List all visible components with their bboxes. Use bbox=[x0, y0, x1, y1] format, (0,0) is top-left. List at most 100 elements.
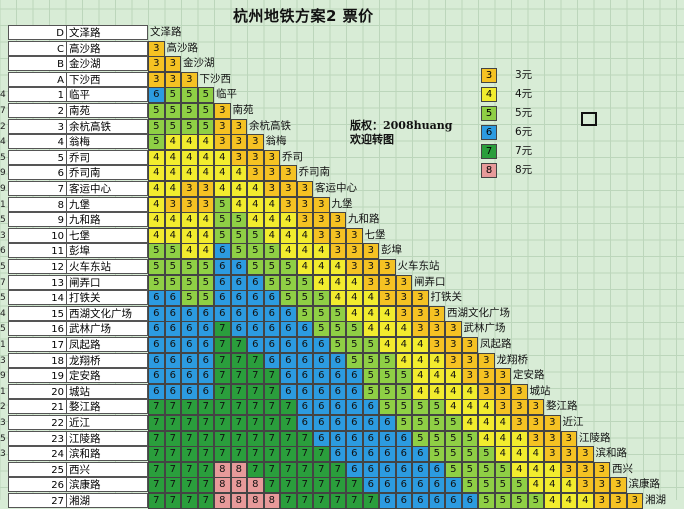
fare-cell[interactable]: 4 bbox=[478, 430, 495, 447]
fare-cell[interactable]: 8 bbox=[230, 493, 247, 509]
fare-cell[interactable]: 3 bbox=[527, 399, 544, 416]
fare-cell[interactable]: 5 bbox=[494, 493, 511, 509]
station-name-cell[interactable]: 彭埠 bbox=[66, 243, 148, 259]
fare-cell[interactable]: 4 bbox=[544, 477, 561, 494]
fare-cell[interactable]: 5 bbox=[263, 243, 280, 260]
fare-cell[interactable]: 7 bbox=[214, 446, 231, 463]
fare-cell[interactable]: 7 bbox=[164, 430, 181, 447]
fare-cell[interactable]: 5 bbox=[461, 446, 478, 463]
fare-cell[interactable]: 6 bbox=[164, 305, 181, 322]
station-id-cell[interactable]: 15 bbox=[8, 305, 66, 321]
fare-cell[interactable]: 7 bbox=[148, 461, 165, 478]
station-id-cell[interactable]: 14 bbox=[8, 290, 66, 306]
fare-cell[interactable]: 4 bbox=[197, 149, 214, 166]
fare-cell[interactable]: 3 bbox=[560, 446, 577, 463]
fare-cell[interactable]: 4 bbox=[280, 227, 297, 244]
fare-cell[interactable]: 4 bbox=[445, 368, 462, 385]
fare-cell[interactable]: 4 bbox=[280, 243, 297, 260]
station-id-cell[interactable]: 26 bbox=[8, 477, 66, 493]
fare-cell[interactable]: 6 bbox=[148, 368, 165, 385]
fare-cell[interactable]: 6 bbox=[329, 430, 346, 447]
fare-cell[interactable]: 6 bbox=[263, 337, 280, 353]
fare-cell[interactable]: 6 bbox=[445, 477, 462, 494]
fare-cell[interactable]: 5 bbox=[478, 461, 495, 478]
station-id-cell[interactable]: 8 bbox=[8, 196, 66, 212]
fare-cell[interactable]: 6 bbox=[395, 493, 412, 509]
fare-cell[interactable]: 5 bbox=[263, 259, 280, 275]
fare-cell[interactable]: 4 bbox=[280, 212, 297, 229]
fare-cell[interactable]: 4 bbox=[313, 274, 330, 291]
fare-cell[interactable]: 6 bbox=[346, 368, 363, 385]
fare-cell[interactable]: 4 bbox=[164, 212, 181, 229]
fare-cell[interactable]: 7 bbox=[313, 461, 330, 478]
fare-cell[interactable]: 3 bbox=[164, 56, 181, 73]
fare-cell[interactable]: 7 bbox=[230, 430, 247, 447]
station-name-cell[interactable]: 西兴 bbox=[66, 461, 148, 477]
fare-cell[interactable]: 3 bbox=[379, 274, 396, 291]
fare-cell[interactable]: 6 bbox=[346, 399, 363, 416]
fare-cell[interactable]: 5 bbox=[214, 212, 231, 229]
fare-cell[interactable]: 7 bbox=[362, 493, 379, 509]
fare-cell[interactable]: 6 bbox=[263, 352, 280, 369]
fare-cell[interactable]: 4 bbox=[445, 383, 462, 400]
fare-cell[interactable]: 3 bbox=[494, 368, 511, 385]
fare-cell[interactable]: 4 bbox=[428, 383, 445, 400]
fare-cell[interactable]: 3 bbox=[214, 103, 231, 119]
fare-cell[interactable]: 6 bbox=[362, 446, 379, 463]
station-name-cell[interactable]: 文泽路 bbox=[66, 25, 148, 40]
fare-cell[interactable]: 7 bbox=[280, 446, 297, 463]
fare-cell[interactable]: 7 bbox=[214, 321, 231, 338]
fare-cell[interactable]: 6 bbox=[296, 368, 313, 385]
fare-cell[interactable]: 7 bbox=[296, 493, 313, 509]
fare-cell[interactable]: 6 bbox=[379, 477, 396, 494]
fare-cell[interactable]: 7 bbox=[164, 415, 181, 431]
fare-cell[interactable]: 6 bbox=[164, 383, 181, 400]
fare-cell[interactable]: 5 bbox=[395, 415, 412, 431]
fare-cell[interactable]: 3 bbox=[197, 181, 214, 197]
fare-cell[interactable]: 4 bbox=[379, 337, 396, 353]
station-name-cell[interactable]: 婺江路 bbox=[66, 399, 148, 415]
fare-cell[interactable]: 5 bbox=[181, 87, 198, 104]
fare-cell[interactable]: 3 bbox=[577, 477, 594, 494]
fare-cell[interactable]: 6 bbox=[428, 477, 445, 494]
fare-cell[interactable]: 6 bbox=[313, 337, 330, 353]
fare-cell[interactable]: 3 bbox=[148, 56, 165, 73]
fare-cell[interactable]: 4 bbox=[181, 149, 198, 166]
fare-cell[interactable]: 7 bbox=[313, 493, 330, 509]
fare-cell[interactable]: 7 bbox=[329, 493, 346, 509]
station-name-cell[interactable]: 九堡 bbox=[66, 196, 148, 212]
fare-cell[interactable]: 5 bbox=[362, 352, 379, 369]
fare-cell[interactable]: 3 bbox=[148, 40, 165, 57]
fare-cell[interactable]: 6 bbox=[412, 446, 429, 463]
fare-cell[interactable]: 6 bbox=[395, 430, 412, 447]
fare-cell[interactable]: 6 bbox=[164, 337, 181, 353]
fare-cell[interactable]: 3 bbox=[313, 212, 330, 229]
fare-cell[interactable]: 7 bbox=[164, 446, 181, 463]
fare-cell[interactable]: 5 bbox=[181, 259, 198, 275]
fare-cell[interactable]: 4 bbox=[263, 196, 280, 213]
fare-cell[interactable]: 5 bbox=[395, 399, 412, 416]
fare-cell[interactable]: 5 bbox=[280, 274, 297, 291]
fare-cell[interactable]: 7 bbox=[247, 415, 264, 431]
fare-cell[interactable]: 3 bbox=[544, 446, 561, 463]
fare-cell[interactable]: 7 bbox=[181, 446, 198, 463]
fare-cell[interactable]: 4 bbox=[511, 430, 528, 447]
station-id-cell[interactable]: 13 bbox=[8, 274, 66, 290]
fare-cell[interactable]: 5 bbox=[313, 290, 330, 307]
fare-cell[interactable]: 4 bbox=[214, 181, 231, 197]
fare-cell[interactable]: 5 bbox=[197, 290, 214, 307]
station-id-cell[interactable]: 16 bbox=[8, 321, 66, 337]
fare-cell[interactable]: 7 bbox=[329, 477, 346, 494]
fare-cell[interactable]: 3 bbox=[395, 305, 412, 322]
fare-cell[interactable]: 5 bbox=[412, 430, 429, 447]
fare-cell[interactable]: 7 bbox=[247, 461, 264, 478]
fare-cell[interactable]: 5 bbox=[247, 243, 264, 260]
station-id-cell[interactable]: 3 bbox=[8, 118, 66, 134]
fare-cell[interactable]: 6 bbox=[280, 352, 297, 369]
fare-cell[interactable]: 3 bbox=[329, 227, 346, 244]
station-name-cell[interactable]: 江陵路 bbox=[66, 430, 148, 446]
fare-cell[interactable]: 7 bbox=[148, 399, 165, 416]
fare-cell[interactable]: 3 bbox=[247, 149, 264, 166]
fare-cell[interactable]: 5 bbox=[181, 103, 198, 119]
fare-cell[interactable]: 6 bbox=[181, 321, 198, 338]
